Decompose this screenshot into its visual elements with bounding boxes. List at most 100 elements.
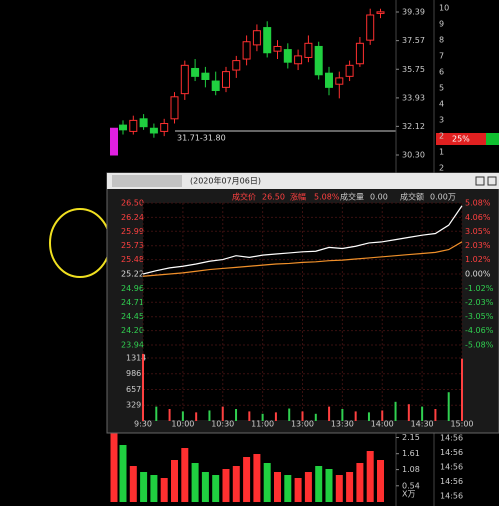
volume-tick: 657	[126, 385, 141, 394]
volume-bar	[377, 460, 384, 502]
pct-tick: 4.06%	[465, 213, 491, 222]
candle-body	[119, 124, 127, 131]
time-label: 14:56	[440, 434, 463, 443]
volume-bar	[325, 469, 333, 502]
time-tick: 9:30	[134, 420, 152, 429]
pct-tick: 0.00%	[465, 270, 491, 279]
candle-body	[170, 96, 179, 120]
volume-bar	[315, 466, 323, 502]
level-label: 2	[439, 132, 444, 141]
pct-tick: -4.06%	[465, 326, 494, 335]
time-tick: 14:30	[411, 420, 434, 429]
level-label: 9	[439, 20, 444, 29]
pct-tick: 1.02%	[465, 255, 491, 264]
price-tick: 26.24	[121, 213, 144, 222]
price-tick: 24.71	[121, 298, 144, 307]
volume-bar	[243, 457, 251, 502]
header-value: 26.50	[262, 193, 285, 202]
time-tick: 13:00	[291, 420, 314, 429]
price-tick: 26.50	[121, 199, 144, 208]
price-tick: 24.96	[121, 284, 144, 293]
volume-bar	[191, 463, 199, 502]
level-label: 2	[439, 164, 444, 173]
candle-body	[263, 27, 272, 54]
time-tick: 15:00	[450, 420, 473, 429]
volume-bar	[119, 445, 127, 502]
candle-body	[294, 55, 303, 65]
header-label: 成交额	[400, 192, 424, 202]
time-label: 14:56	[440, 448, 463, 457]
level-label: 8	[439, 36, 444, 45]
level-label: 1	[439, 148, 444, 157]
volume-tick: 329	[126, 401, 141, 410]
volume-bar	[294, 478, 302, 502]
volume-unit: X万	[402, 490, 415, 499]
header-label: 成交价	[232, 192, 256, 202]
ratio-box	[436, 133, 499, 145]
candle-body	[139, 118, 148, 128]
header-value: 0.00	[370, 193, 388, 202]
volume-bar	[253, 454, 261, 502]
volume-tick: 986	[126, 369, 141, 378]
pct-tick: -5.08%	[465, 341, 494, 350]
price-label: 30.30	[402, 151, 425, 160]
pct-tick: 3.05%	[465, 227, 491, 236]
volume-bar	[335, 475, 343, 502]
candle-body	[160, 123, 169, 132]
volume-bar	[222, 469, 230, 502]
time-tick: 10:00	[171, 420, 194, 429]
price-label: 37.57	[402, 36, 425, 45]
level-label: 5	[439, 84, 444, 93]
candle-body	[325, 72, 333, 88]
pct-tick: -1.02%	[465, 284, 494, 293]
price-label: 39.39	[402, 8, 425, 17]
price-line	[142, 241, 463, 277]
candle-body	[304, 42, 313, 58]
level-label: 6	[439, 68, 444, 77]
candle-body	[366, 14, 375, 41]
price-tick: 24.20	[121, 326, 144, 335]
price-tick: 24.45	[121, 312, 144, 321]
volume-bar	[201, 472, 209, 502]
candle-body	[129, 119, 138, 132]
volume-bar	[284, 475, 292, 502]
time-tick: 10:30	[211, 420, 234, 429]
popup-close[interactable]	[487, 176, 497, 186]
volume-label: 2.15	[402, 433, 420, 442]
price-tick: 25.48	[121, 255, 144, 264]
volume-bar	[346, 472, 354, 502]
volume-label: 1.61	[402, 449, 420, 458]
volume-bar	[140, 472, 148, 502]
volume-bar	[110, 433, 118, 502]
candle-body	[314, 45, 323, 76]
price-tick: 25.22	[121, 270, 144, 279]
candle-body	[283, 49, 292, 63]
ratio-label: 25%	[452, 135, 470, 144]
header-value: 5.08%	[314, 193, 340, 202]
volume-bar	[304, 472, 312, 502]
price-label: 33.93	[402, 93, 425, 102]
volume-bar	[212, 475, 220, 502]
candle-body	[232, 60, 241, 71]
popup-titlebar	[107, 173, 499, 189]
annotation: 31.71-31.80	[177, 134, 226, 143]
popup-button[interactable]	[475, 176, 485, 186]
price-tick: 25.73	[121, 241, 144, 250]
volume-label: 1.08	[402, 465, 420, 474]
ratio-box-green	[486, 133, 499, 145]
header-label: 涨幅	[290, 192, 306, 202]
volume-tick: 1314	[126, 353, 146, 362]
candle-body	[355, 42, 364, 65]
volume-bar	[129, 466, 137, 502]
time-tick: 14:00	[371, 420, 394, 429]
header-value: 0.00万	[430, 193, 456, 202]
candle-body	[180, 64, 189, 95]
candle-body	[345, 64, 354, 77]
header-label: 成交量	[340, 192, 364, 202]
time-tick: 13:30	[331, 420, 354, 429]
pct-tick: 2.03%	[465, 241, 491, 250]
volume-label: 0.54	[402, 481, 420, 490]
time-tick: 11:00	[251, 420, 274, 429]
